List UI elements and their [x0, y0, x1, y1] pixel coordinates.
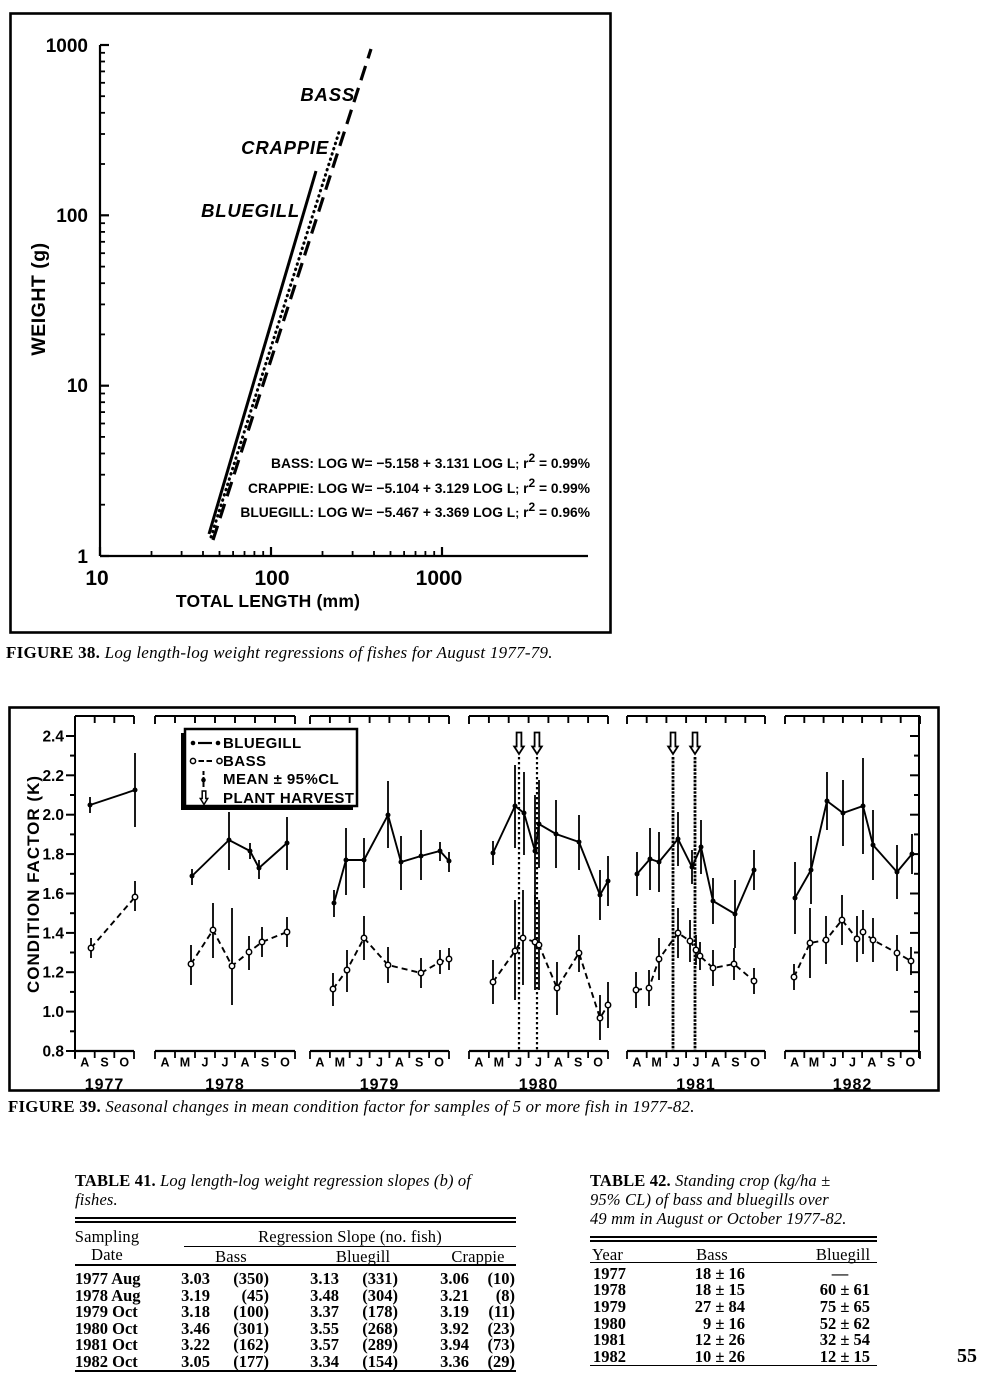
svg-text:S: S: [574, 1056, 582, 1070]
svg-text:BASS: BASS: [300, 84, 355, 105]
svg-text:A: A: [790, 1056, 799, 1070]
svg-text:J: J: [222, 1056, 229, 1070]
svg-text:1.6: 1.6: [42, 886, 64, 903]
svg-text:1.8: 1.8: [42, 847, 64, 864]
svg-text:0.8: 0.8: [42, 1044, 64, 1061]
svg-text:1981: 1981: [676, 1077, 716, 1093]
svg-text:1000: 1000: [416, 567, 463, 590]
svg-text:CONDITION FACTOR (K): CONDITION FACTOR (K): [24, 775, 43, 993]
svg-text:BLUEGILL: BLUEGILL: [201, 200, 300, 221]
svg-text:J: J: [693, 1056, 700, 1070]
svg-text:PLANT HARVEST: PLANT HARVEST: [223, 790, 354, 807]
svg-text:100: 100: [56, 206, 88, 227]
svg-text:O: O: [593, 1056, 603, 1070]
svg-text:1.0: 1.0: [42, 1004, 64, 1021]
svg-text:2.0: 2.0: [42, 807, 64, 824]
svg-text:1982: 1982: [833, 1077, 873, 1093]
svg-text:J: J: [515, 1056, 522, 1070]
svg-text:S: S: [415, 1056, 423, 1070]
svg-text:A: A: [554, 1056, 563, 1070]
svg-text:A: A: [395, 1056, 404, 1070]
svg-text:A: A: [240, 1056, 249, 1070]
svg-text:O: O: [750, 1056, 760, 1070]
svg-text:1978: 1978: [205, 1077, 245, 1093]
svg-text:O: O: [119, 1056, 129, 1070]
svg-text:J: J: [830, 1056, 837, 1070]
svg-text:100: 100: [254, 567, 289, 590]
svg-text:A: A: [315, 1056, 324, 1070]
svg-text:1.4: 1.4: [42, 925, 64, 942]
svg-text:CRAPPIE: LOG W= −5.104 + 3.129: CRAPPIE: LOG W= −5.104 + 3.129 LOG L; r2…: [248, 476, 590, 496]
svg-text:J: J: [849, 1056, 856, 1070]
svg-text:M: M: [494, 1056, 504, 1070]
svg-text:J: J: [356, 1056, 363, 1070]
svg-text:1979: 1979: [360, 1077, 400, 1093]
svg-text:O: O: [434, 1056, 444, 1070]
svg-text:BLUEGILL: BLUEGILL: [223, 735, 302, 752]
svg-text:A: A: [474, 1056, 483, 1070]
svg-text:CRAPPIE: CRAPPIE: [241, 137, 329, 158]
svg-text:J: J: [202, 1056, 209, 1070]
svg-text:A: A: [160, 1056, 169, 1070]
svg-text:S: S: [887, 1056, 895, 1070]
svg-text:J: J: [535, 1056, 542, 1070]
svg-text:BASS: LOG W= −5.158 + 3.131 LO: BASS: LOG W= −5.158 + 3.131 LOG L; r2 = …: [271, 451, 590, 471]
svg-text:A: A: [867, 1056, 876, 1070]
svg-text:O: O: [280, 1056, 290, 1070]
svg-text:O: O: [906, 1056, 916, 1070]
svg-text:BASS: BASS: [223, 753, 266, 770]
svg-text:J: J: [673, 1056, 680, 1070]
svg-text:10: 10: [85, 567, 108, 590]
svg-text:S: S: [261, 1056, 269, 1070]
svg-text:J: J: [376, 1056, 383, 1070]
svg-text:2.2: 2.2: [42, 768, 64, 785]
svg-text:M: M: [809, 1056, 819, 1070]
svg-text:A: A: [711, 1056, 720, 1070]
svg-text:M: M: [651, 1056, 661, 1070]
svg-text:M: M: [335, 1056, 345, 1070]
svg-text:10: 10: [67, 376, 88, 397]
svg-text:1000: 1000: [46, 36, 88, 57]
svg-text:1977: 1977: [85, 1077, 125, 1093]
svg-text:1980: 1980: [519, 1077, 559, 1093]
svg-text:M: M: [180, 1056, 190, 1070]
svg-text:BLUEGILL: LOG W= −5.467 + 3.36: BLUEGILL: LOG W= −5.467 + 3.369 LOG L; r…: [240, 500, 590, 520]
svg-text:2.4: 2.4: [42, 729, 64, 746]
svg-text:WEIGHT (g): WEIGHT (g): [28, 242, 50, 355]
svg-text:1: 1: [77, 547, 88, 568]
svg-text:TOTAL LENGTH (mm): TOTAL LENGTH (mm): [176, 591, 360, 611]
svg-text:A: A: [80, 1056, 89, 1070]
svg-text:A: A: [632, 1056, 641, 1070]
svg-text:S: S: [731, 1056, 739, 1070]
svg-text:1.2: 1.2: [42, 965, 64, 982]
svg-text:S: S: [100, 1056, 108, 1070]
svg-text:MEAN ± 95%CL: MEAN ± 95%CL: [223, 771, 339, 788]
